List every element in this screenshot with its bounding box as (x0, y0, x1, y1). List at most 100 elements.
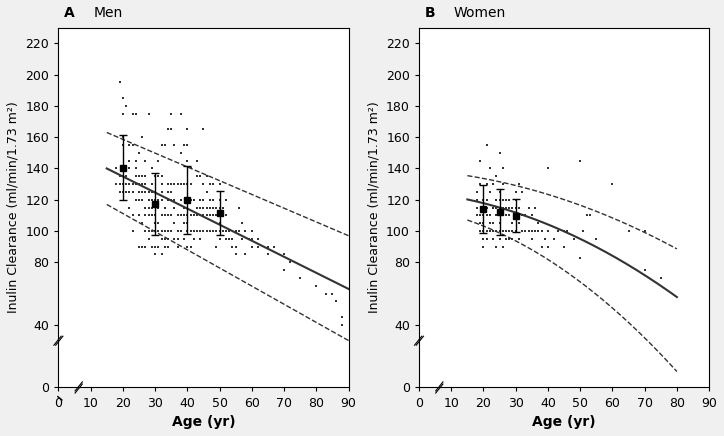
Point (481, 196, 492, 203)
Point (156, 212, 167, 219)
Point (172, 243, 183, 250)
Point (198, 181, 209, 187)
Point (149, 173, 161, 180)
Point (510, 212, 521, 219)
Point (140, 243, 151, 250)
Point (478, 243, 489, 250)
Point (494, 149, 505, 156)
Point (130, 173, 142, 180)
Point (146, 204, 158, 211)
Point (169, 196, 180, 203)
Point (133, 243, 145, 250)
Point (207, 181, 219, 187)
Point (491, 243, 502, 250)
Point (491, 204, 502, 211)
Point (220, 212, 232, 219)
Point (494, 204, 505, 211)
Point (224, 228, 235, 235)
Point (178, 204, 190, 211)
Point (478, 204, 489, 211)
Point (623, 228, 634, 235)
Point (162, 243, 174, 250)
Point (130, 165, 142, 172)
Text: B: B (425, 7, 435, 20)
Point (491, 196, 502, 203)
Point (162, 196, 174, 203)
Point (207, 196, 219, 203)
Point (140, 204, 151, 211)
Point (143, 196, 154, 203)
Point (481, 235, 492, 242)
Point (114, 188, 125, 195)
Point (162, 181, 174, 187)
Point (285, 259, 296, 266)
Point (182, 243, 193, 250)
Point (494, 228, 505, 235)
Point (246, 235, 258, 242)
Point (507, 235, 518, 242)
Point (217, 228, 229, 235)
Point (117, 134, 129, 141)
Point (269, 243, 280, 250)
Point (146, 212, 158, 219)
Point (146, 188, 158, 195)
Point (487, 181, 499, 187)
Point (578, 228, 589, 235)
Point (117, 181, 129, 187)
Point (178, 220, 190, 227)
Point (124, 165, 135, 172)
Point (117, 95, 129, 102)
Point (507, 204, 518, 211)
Point (136, 181, 148, 187)
Point (204, 181, 216, 187)
Point (117, 110, 129, 117)
Point (214, 228, 225, 235)
Point (568, 235, 579, 242)
Point (140, 181, 151, 187)
Point (526, 228, 538, 235)
Point (536, 243, 547, 250)
Point (217, 212, 229, 219)
Point (133, 173, 145, 180)
Point (182, 196, 193, 203)
Point (478, 228, 489, 235)
Point (146, 196, 158, 203)
Point (253, 243, 264, 250)
Point (478, 235, 489, 242)
Point (204, 212, 216, 219)
Point (214, 181, 225, 187)
Point (143, 196, 154, 203)
Point (516, 188, 528, 195)
Point (500, 204, 512, 211)
Point (211, 243, 222, 250)
Point (529, 204, 541, 211)
Point (507, 220, 518, 227)
Point (127, 110, 138, 117)
Point (185, 228, 196, 235)
Point (130, 110, 142, 117)
Point (169, 220, 180, 227)
Point (156, 181, 167, 187)
Point (198, 228, 209, 235)
Point (491, 173, 502, 180)
Point (513, 181, 525, 187)
Y-axis label: Inulin Clearance (ml/min/1.73 m²): Inulin Clearance (ml/min/1.73 m²) (7, 102, 20, 313)
Point (175, 181, 187, 187)
Point (136, 196, 148, 203)
Point (114, 173, 125, 180)
Point (182, 212, 193, 219)
Point (178, 235, 190, 242)
Point (484, 220, 496, 227)
Point (188, 235, 200, 242)
Point (140, 188, 151, 195)
Point (262, 243, 274, 250)
Point (262, 251, 274, 258)
Point (481, 228, 492, 235)
Point (130, 181, 142, 187)
Text: Women: Women (454, 7, 506, 20)
Point (491, 228, 502, 235)
Point (191, 173, 203, 180)
Point (549, 235, 560, 242)
Point (507, 228, 518, 235)
Point (195, 173, 206, 180)
